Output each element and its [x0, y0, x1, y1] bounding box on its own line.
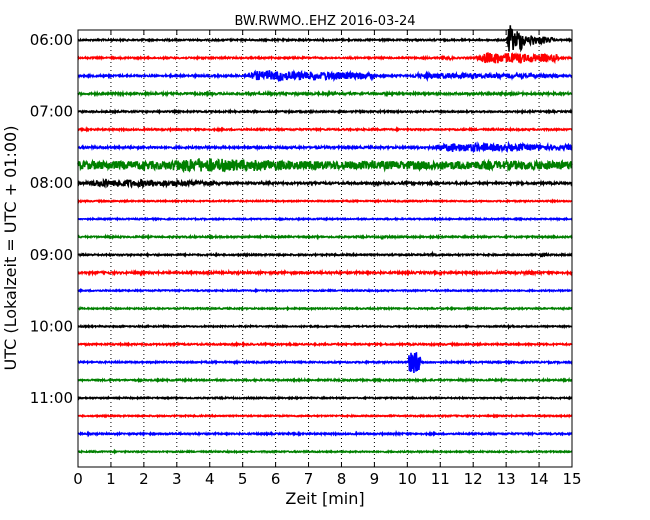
- x-tick-label: 2: [139, 470, 149, 488]
- trace-row: [77, 198, 573, 204]
- trace-row: [77, 51, 573, 65]
- x-tick-label: 15: [562, 470, 581, 488]
- trace-row: [77, 216, 573, 222]
- x-tick-label: 4: [205, 470, 215, 488]
- x-tick-label: 7: [304, 470, 314, 488]
- x-tick-label: 5: [238, 470, 248, 488]
- trace-row: [77, 89, 573, 98]
- trace-row: [77, 323, 573, 330]
- chart-title: BW.RWMO..EHZ 2016-03-24: [234, 14, 415, 29]
- trace-row: [77, 108, 573, 115]
- x-tick-label: 14: [530, 470, 549, 488]
- trace-row: [77, 376, 573, 384]
- trace-row: [77, 352, 573, 374]
- vertical-grid: [110, 30, 540, 467]
- y-axis-label: UTC (Lokalzeit = UTC + 01:00): [1, 126, 20, 371]
- trace-group: [77, 25, 573, 455]
- y-axis-ticks: 06:00 07:00 08:00 09:00 10:00 11:00: [30, 31, 572, 407]
- y-tick-label: 07:00: [30, 103, 73, 121]
- x-tick-label: 0: [73, 470, 83, 488]
- x-tick-label: 8: [337, 470, 347, 488]
- trace-row: [77, 287, 573, 294]
- trace-row: [77, 412, 573, 419]
- y-tick-label: 08:00: [30, 174, 73, 192]
- trace-row: [77, 25, 573, 53]
- x-tick-label: 3: [172, 470, 182, 488]
- x-tick-label: 12: [464, 470, 483, 488]
- trace-row: [77, 305, 573, 312]
- y-tick-label: 11:00: [30, 389, 73, 407]
- x-tick-label: 11: [431, 470, 450, 488]
- trace-row: [77, 429, 573, 438]
- trace-row: [77, 158, 573, 174]
- x-tick-label: 1: [106, 470, 116, 488]
- y-tick-label: 09:00: [30, 246, 73, 264]
- plot-frame: [77, 29, 573, 468]
- trace-row: [77, 250, 573, 259]
- trace-row: [77, 177, 573, 190]
- x-tick-label: 6: [271, 470, 281, 488]
- trace-row: [77, 448, 573, 455]
- trace-row: [77, 394, 573, 401]
- trace-row: [77, 233, 573, 241]
- x-tick-label: 9: [370, 470, 380, 488]
- x-axis-ticks: 0 1 2 3 4 5 6 7 8 9 10 11 12 13 14 15: [73, 30, 582, 488]
- y-tick-label: 10:00: [30, 317, 73, 335]
- trace-row: [77, 69, 573, 83]
- trace-row: [77, 125, 573, 133]
- x-tick-label: 10: [398, 470, 417, 488]
- trace-row: [77, 340, 573, 348]
- trace-row: [77, 268, 573, 277]
- x-tick-label: 13: [497, 470, 516, 488]
- x-axis-label: Zeit [min]: [285, 489, 364, 508]
- trace-row: [77, 140, 573, 154]
- y-tick-label: 06:00: [30, 31, 73, 49]
